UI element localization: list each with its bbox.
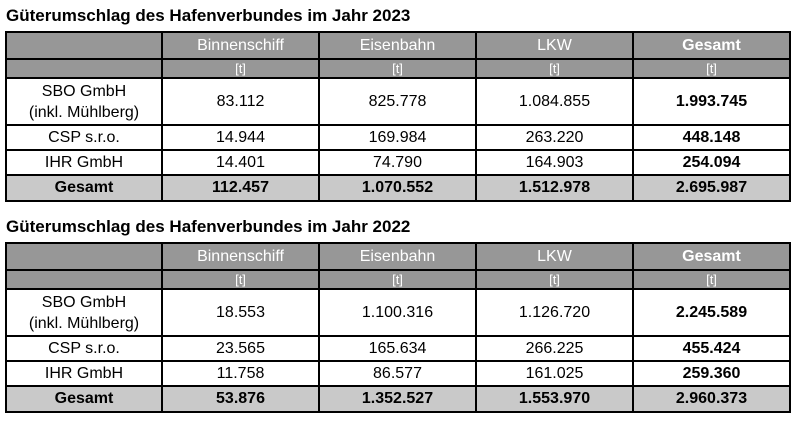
unit-cell: [t] [632,269,791,290]
col-header-lkw: LKW [475,242,634,271]
value-cell: 165.634 [318,335,477,362]
row-label: SBO GmbH (inkl. Mühlberg) [5,77,163,126]
total-value: 1.070.552 [318,174,477,202]
value-cell: 83.112 [161,77,320,126]
value-cell: 1.100.316 [318,288,477,337]
corner-cell [5,269,163,290]
table-row-csp: CSP s.r.o. 14.944 169.984 263.220 448.14… [5,124,791,151]
value-cell: 11.758 [161,360,320,387]
corner-cell [5,242,163,271]
col-header-gesamt: Gesamt [632,31,791,60]
total-value: 53.876 [161,385,320,413]
unit-cell: [t] [161,269,320,290]
col-header-eisenbahn: Eisenbahn [318,242,477,271]
unit-cell: [t] [318,269,477,290]
total-label: Gesamt [5,174,163,202]
total-value: 1.512.978 [475,174,634,202]
units-row: [t] [t] [t] [t] [5,58,791,79]
value-cell: 825.778 [318,77,477,126]
total-value: 2.695.987 [632,174,791,202]
table-row-csp: CSP s.r.o. 23.565 165.634 266.225 455.42… [5,335,791,362]
value-cell: 74.790 [318,149,477,176]
total-row: Gesamt 53.876 1.352.527 1.553.970 2.960.… [5,385,791,413]
cargo-table-2022: Binnenschiff Eisenbahn LKW Gesamt [t] [t… [5,242,791,413]
col-header-gesamt: Gesamt [632,242,791,271]
table-title-2022: Güterumschlag des Hafenverbundes im Jahr… [6,217,411,236]
table-row-ihr: IHR GmbH 11.758 86.577 161.025 259.360 [5,360,791,387]
unit-cell: [t] [161,58,320,79]
row-label: IHR GmbH [5,149,163,176]
row-label: IHR GmbH [5,360,163,387]
unit-cell: [t] [632,58,791,79]
value-cell-gesamt: 2.245.589 [632,288,791,337]
table-row-sbo: SBO GmbH (inkl. Mühlberg) 83.112 825.778… [5,77,791,126]
unit-cell: [t] [475,58,634,79]
unit-cell: [t] [475,269,634,290]
row-label: CSP s.r.o. [5,124,163,151]
table-title-2023: Güterumschlag des Hafenverbundes im Jahr… [6,6,411,25]
row-label-line1: SBO GmbH [41,293,127,311]
row-label: SBO GmbH (inkl. Mühlberg) [5,288,163,337]
table-row-sbo: SBO GmbH (inkl. Mühlberg) 18.553 1.100.3… [5,288,791,337]
units-row: [t] [t] [t] [t] [5,269,791,290]
corner-cell [5,31,163,60]
col-header-eisenbahn: Eisenbahn [318,31,477,60]
value-cell: 14.944 [161,124,320,151]
corner-cell [5,58,163,79]
value-cell: 1.126.720 [475,288,634,337]
total-row: Gesamt 112.457 1.070.552 1.512.978 2.695… [5,174,791,202]
value-cell: 23.565 [161,335,320,362]
value-cell-gesamt: 1.993.745 [632,77,791,126]
row-label-line2: (inkl. Mühlberg) [28,314,140,332]
total-label: Gesamt [5,385,163,413]
value-cell-gesamt: 448.148 [632,124,791,151]
value-cell: 161.025 [475,360,634,387]
table-row-ihr: IHR GmbH 14.401 74.790 164.903 254.094 [5,149,791,176]
value-cell: 18.553 [161,288,320,337]
header-row: Binnenschiff Eisenbahn LKW Gesamt [5,31,791,60]
value-cell-gesamt: 259.360 [632,360,791,387]
total-value: 112.457 [161,174,320,202]
cargo-table-2023: Binnenschiff Eisenbahn LKW Gesamt [t] [t… [5,31,791,202]
value-cell: 1.084.855 [475,77,634,126]
row-label-line2: (inkl. Mühlberg) [28,103,140,121]
total-value: 2.960.373 [632,385,791,413]
col-header-lkw: LKW [475,31,634,60]
value-cell: 164.903 [475,149,634,176]
value-cell: 14.401 [161,149,320,176]
total-value: 1.352.527 [318,385,477,413]
row-label: CSP s.r.o. [5,335,163,362]
total-value: 1.553.970 [475,385,634,413]
value-cell: 263.220 [475,124,634,151]
value-cell: 86.577 [318,360,477,387]
header-row: Binnenschiff Eisenbahn LKW Gesamt [5,242,791,271]
value-cell-gesamt: 455.424 [632,335,791,362]
col-header-binnenschiff: Binnenschiff [161,242,320,271]
unit-cell: [t] [318,58,477,79]
value-cell: 266.225 [475,335,634,362]
row-label-line1: SBO GmbH [41,82,127,100]
col-header-binnenschiff: Binnenschiff [161,31,320,60]
value-cell: 169.984 [318,124,477,151]
value-cell-gesamt: 254.094 [632,149,791,176]
